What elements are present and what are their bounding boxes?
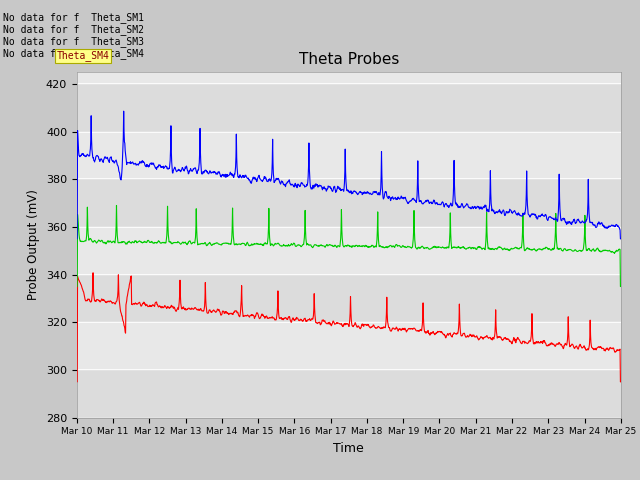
X-axis label: Time: Time xyxy=(333,442,364,455)
Y-axis label: Probe Output (mV): Probe Output (mV) xyxy=(28,190,40,300)
Text: No data for f  Theta_SM2: No data for f Theta_SM2 xyxy=(3,24,144,35)
Text: No data for f  Theta_SM4: No data for f Theta_SM4 xyxy=(3,48,144,59)
Bar xyxy=(77,370,621,418)
Text: No data for f  Theta_SM1: No data for f Theta_SM1 xyxy=(3,12,144,23)
Text: No data for f  Theta_SM3: No data for f Theta_SM3 xyxy=(3,36,144,47)
Text: Theta_SM4: Theta_SM4 xyxy=(56,50,109,61)
Title: Theta Probes: Theta Probes xyxy=(299,52,399,67)
Bar xyxy=(77,84,621,132)
Bar xyxy=(77,179,621,227)
Bar xyxy=(77,275,621,322)
